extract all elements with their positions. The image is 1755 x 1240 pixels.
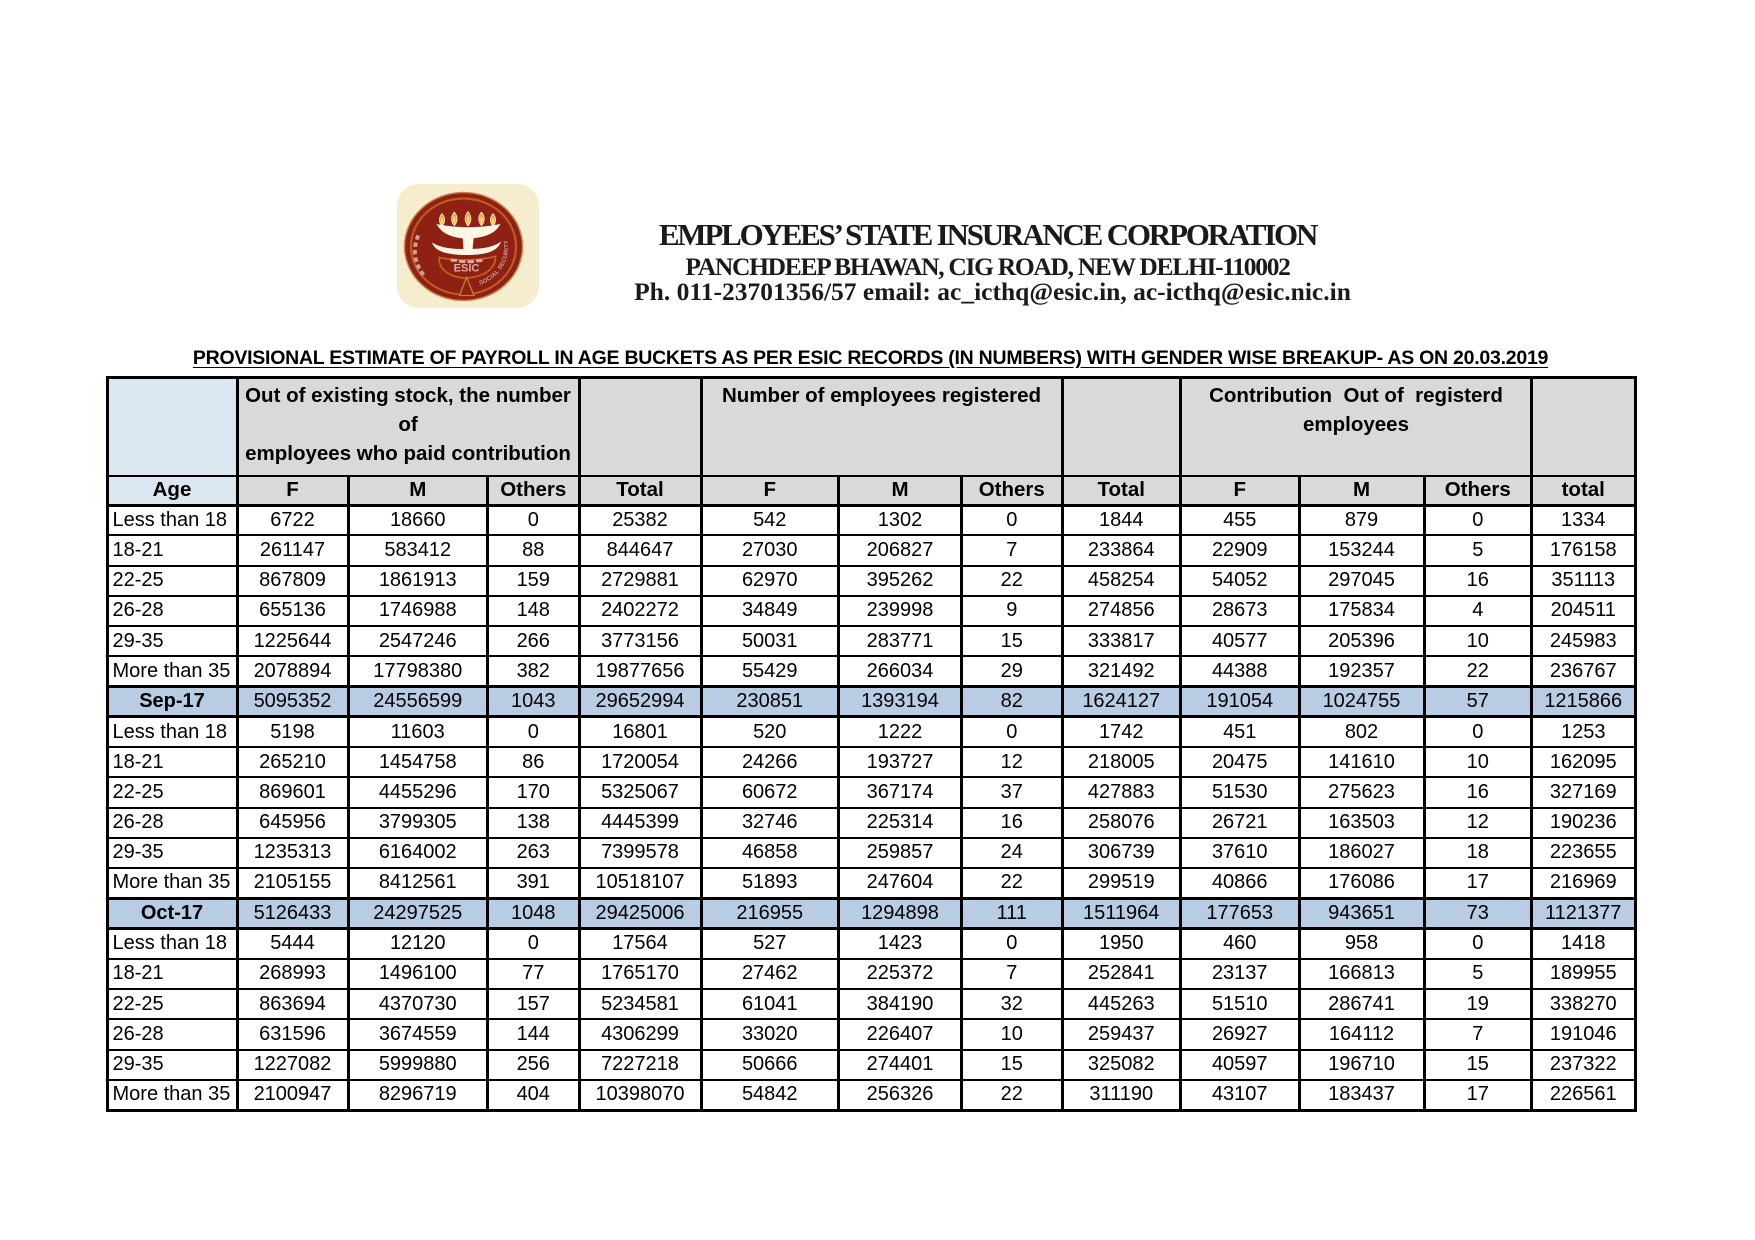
svg-text:ESIC: ESIC	[454, 263, 480, 275]
